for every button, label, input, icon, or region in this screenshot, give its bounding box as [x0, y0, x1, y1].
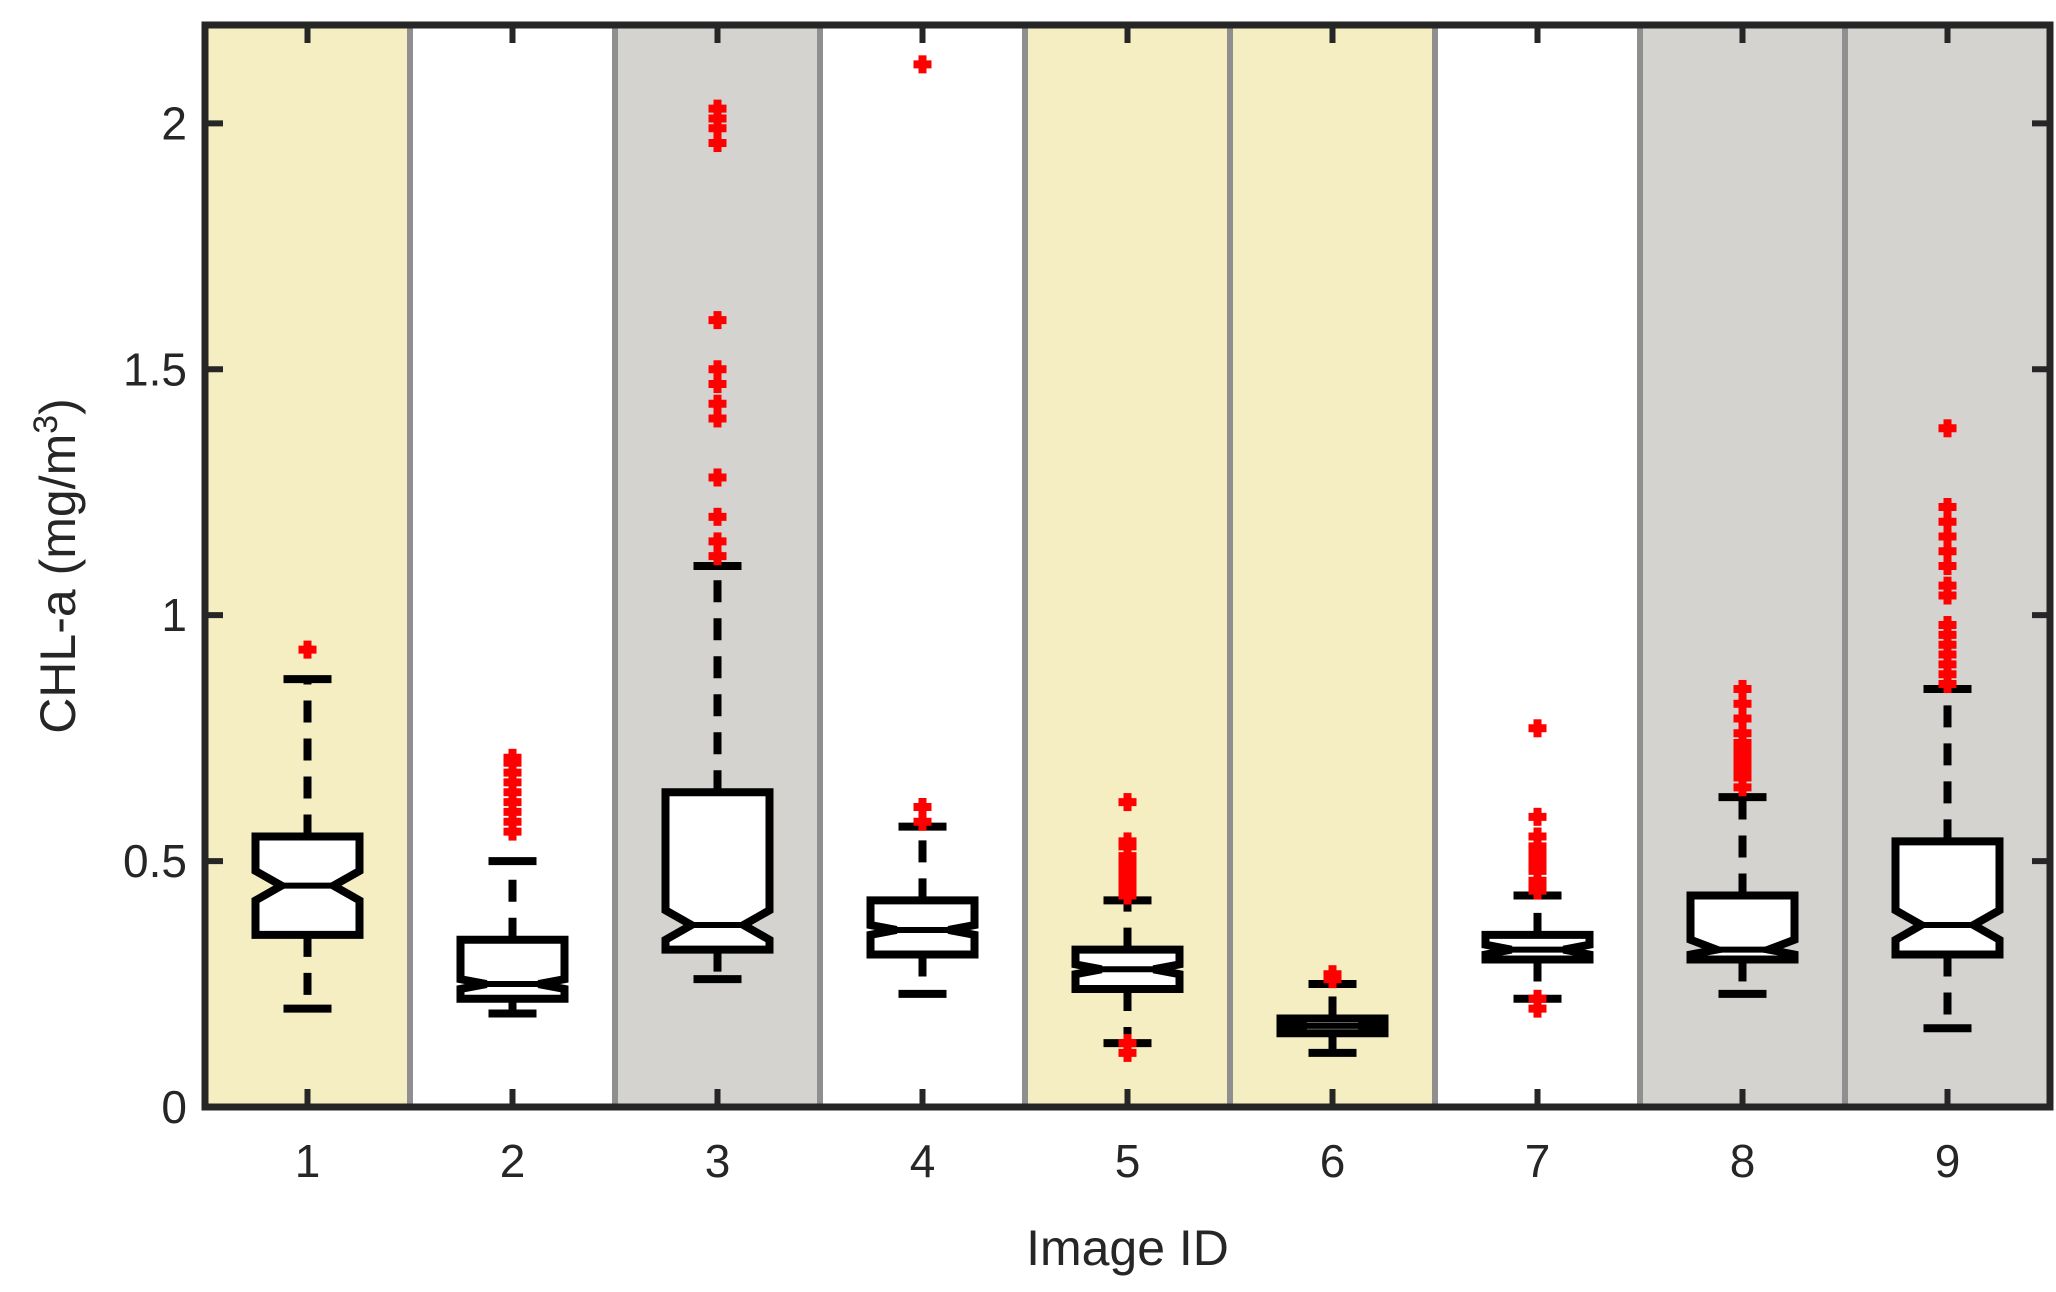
outlier-point	[708, 360, 727, 379]
outlier-point	[298, 640, 317, 659]
y-axis-label: CHL-a (mg/m3)	[27, 398, 86, 734]
x-axis-ticks: 1 2 3 4 5 6 7 8 9	[295, 25, 1961, 1187]
outlier-point	[1733, 679, 1752, 698]
band-6	[1230, 25, 1435, 1107]
outlier-point	[708, 99, 727, 118]
outlier-point	[1323, 965, 1342, 984]
box-3	[661, 562, 774, 984]
y-axis-label-suffix: )	[30, 398, 86, 415]
y-axis-ticks: 0 0.5 1 1.5 2	[123, 97, 2050, 1133]
box-body	[1891, 837, 2004, 959]
x-tick-label: 4	[910, 1135, 936, 1187]
outlier-point	[708, 311, 727, 330]
outlier-point	[913, 797, 932, 816]
y-tick-label: 0.5	[123, 835, 187, 887]
outlier-point	[913, 55, 932, 74]
box-4	[866, 822, 979, 998]
outlier-point	[1528, 989, 1547, 1008]
box-body	[1686, 891, 1799, 964]
outlier-point	[708, 507, 727, 526]
box-9	[1891, 684, 2004, 1033]
x-tick-label: 7	[1525, 1135, 1551, 1187]
outlier-point	[708, 394, 727, 413]
y-axis-label-superscript: 3	[27, 415, 65, 434]
outlier-points	[298, 55, 1957, 1062]
outlier-point	[708, 532, 727, 551]
y-tick-label: 1.5	[123, 343, 187, 395]
x-axis-label: Image ID	[1026, 1220, 1229, 1276]
outlier-point	[1528, 807, 1547, 826]
outlier-point	[1938, 576, 1957, 595]
band-separators	[407, 25, 1848, 1107]
outlier-point	[1938, 419, 1957, 438]
y-axis-label-main: CHL-a (mg/m	[30, 434, 86, 734]
x-tick-label: 2	[500, 1135, 526, 1187]
band-5	[1025, 25, 1230, 1107]
y-tick-label: 2	[161, 97, 187, 149]
x-tick-label: 3	[705, 1135, 731, 1187]
box-2	[456, 857, 569, 1018]
outlier-point	[1118, 1034, 1137, 1053]
x-tick-label: 5	[1115, 1135, 1141, 1187]
y-tick-label: 1	[161, 589, 187, 641]
outlier-point	[1118, 832, 1137, 851]
box-8	[1686, 793, 1799, 998]
y-tick-label: 0	[161, 1081, 187, 1133]
box-1	[251, 675, 364, 1013]
boxes	[251, 562, 2004, 1057]
outlier-point	[1938, 497, 1957, 516]
x-tick-label: 6	[1320, 1135, 1346, 1187]
x-tick-label: 1	[295, 1135, 321, 1187]
outlier-point	[1528, 719, 1547, 738]
box-body	[661, 788, 774, 954]
x-tick-label: 9	[1935, 1135, 1961, 1187]
box-body	[456, 935, 569, 1003]
x-tick-label: 8	[1730, 1135, 1756, 1187]
outlier-point	[1118, 793, 1137, 812]
outlier-point	[1528, 827, 1547, 846]
outlier-point	[1938, 616, 1957, 635]
outlier-point	[503, 748, 522, 767]
outlier-point	[708, 468, 727, 487]
